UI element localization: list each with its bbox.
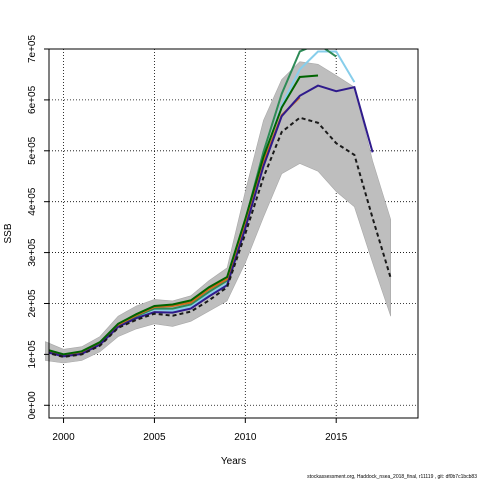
x-tick-label: 2015 — [325, 432, 348, 443]
y-tick-label: 6e+05 — [27, 85, 38, 114]
series-layer — [49, 49, 392, 358]
y-axis-title: SSB — [3, 223, 14, 243]
x-tick-label: 2000 — [52, 432, 75, 443]
y-tick-label: 1e+05 — [27, 340, 38, 369]
grid-lines — [49, 48, 418, 418]
x-tick-label: 2005 — [143, 432, 166, 443]
y-tick-label: 7e+05 — [27, 35, 38, 64]
y-tick-label: 3e+05 — [27, 238, 38, 267]
footer-note: stockassessment.org, Haddock_nsea_2018_f… — [307, 474, 477, 480]
x-axis-title: Years — [221, 456, 246, 467]
plot-frame — [48, 48, 419, 419]
y-tick-label: 4e+05 — [27, 187, 38, 216]
y-tick-label: 2e+05 — [27, 289, 38, 318]
x-axis-ticks: 2000 2005 2010 2015 — [52, 418, 348, 443]
x-tick-label: 2010 — [234, 432, 257, 443]
y-axis-ticks: 0e+00 1e+05 2e+05 3e+05 4e+05 5e+05 6e+05 7e+05 — [27, 35, 49, 420]
y-tick-label: 5e+05 — [27, 136, 38, 165]
series-line-6 — [49, 116, 392, 358]
y-tick-label: 0e+00 — [27, 391, 38, 420]
confidence-band-layer — [45, 61, 391, 364]
confidence-band — [45, 61, 391, 364]
series-line-4 — [49, 74, 319, 356]
